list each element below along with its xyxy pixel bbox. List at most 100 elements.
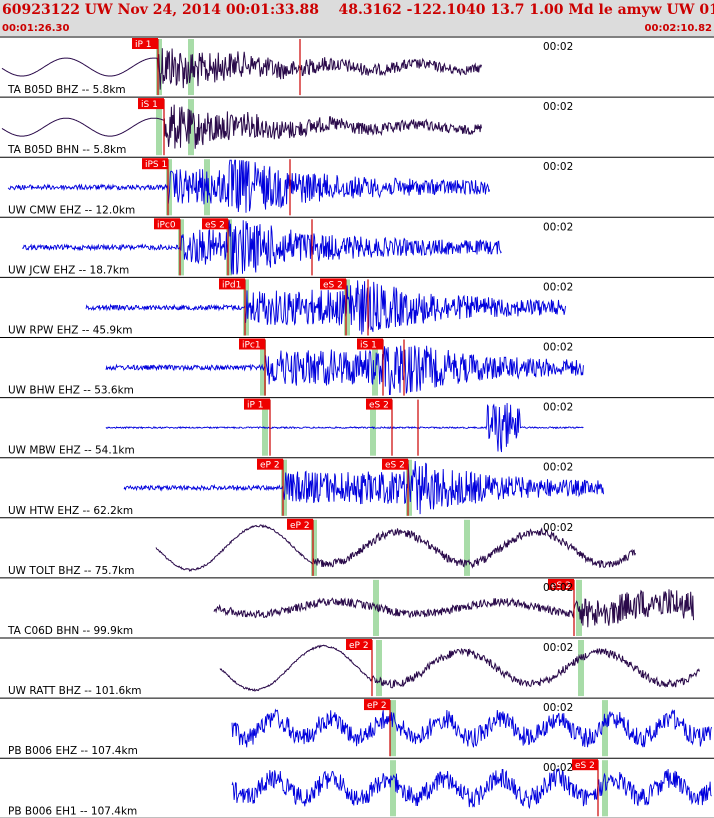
pick-label: eS 2 — [575, 761, 595, 771]
theoretical-arrival-marker — [188, 99, 194, 156]
theoretical-arrival-marker — [243, 279, 249, 336]
theoretical-arrival-marker — [602, 760, 608, 817]
time-tick-label: 00:02 — [543, 642, 573, 654]
theoretical-arrival-marker — [166, 159, 172, 216]
pick-label: iP 1 — [247, 401, 264, 411]
trace-row[interactable]: iS 1 TA B05D BHN -- 5.8km 00:02 — [0, 98, 714, 158]
trace-row[interactable]: iPd1 eS 2 UW RPW EHZ -- 45.9km 00:02 — [0, 278, 714, 338]
pick-label: eP 2 — [290, 521, 310, 531]
waveform — [155, 524, 636, 572]
trace-row[interactable]: iPc1 iS 1 UW BHW EHZ -- 53.6km 00:02 — [0, 338, 714, 399]
pick-label: eS 2 — [551, 581, 571, 591]
trace-row[interactable]: eS 2 PB B006 EH1 -- 107.4km 00:02 — [0, 759, 714, 818]
waveform — [105, 345, 584, 396]
station-label: UW TOLT BHZ -- 75.7km — [8, 565, 134, 577]
pick-flag[interactable] — [132, 38, 158, 49]
pick-flag[interactable] — [382, 458, 408, 470]
pick-flag[interactable] — [346, 639, 372, 650]
theoretical-arrival-marker — [311, 519, 317, 576]
time-tick-label: 00:02 — [543, 161, 573, 173]
pick-flag[interactable] — [138, 98, 164, 110]
station-label: UW MBW EHZ -- 54.1km — [8, 445, 135, 457]
waveform — [7, 159, 491, 213]
pick-flag[interactable] — [257, 458, 283, 470]
theoretical-arrival-marker — [390, 700, 396, 757]
time-tick-label: 00:02 — [543, 342, 573, 354]
trace-row[interactable]: eP 2 PB B006 EHZ -- 107.4km 00:02 — [0, 699, 714, 759]
station-label: TA B05D BHZ -- 5.8km — [7, 84, 126, 96]
trace-row[interactable]: eS 2 TA C06D BHN -- 99.9km 00:02 — [0, 578, 714, 639]
theoretical-arrival-marker — [372, 339, 378, 396]
station-label: TA B05D BHN -- 5.8km — [7, 144, 126, 156]
pick-flag[interactable] — [572, 759, 598, 771]
window-start-time: 00:01:26.30 — [2, 23, 70, 34]
time-tick-label: 00:02 — [543, 522, 573, 534]
pick-label: iP 1 — [135, 40, 152, 50]
pick-flag[interactable] — [548, 578, 574, 590]
station-label: TA C06D BHN -- 99.9km — [7, 625, 133, 637]
pick-label: iPd1 — [222, 280, 241, 290]
trace-row[interactable]: iPS 1 UW CMW EHZ -- 12.0km 00:02 — [0, 158, 714, 218]
waveform — [21, 220, 502, 275]
pick-label: iPS 1 — [145, 160, 167, 170]
time-tick-label: 00:02 — [543, 402, 573, 414]
time-tick-label: 00:02 — [543, 221, 573, 233]
trace-row[interactable]: eP 2 eS 2 UW HTW EHZ -- 62.2km 00:02 — [0, 458, 714, 519]
pick-label: eS 2 — [323, 280, 343, 290]
trace-row[interactable]: eP 2 UW RATT BHZ -- 101.6km 00:02 — [0, 639, 714, 699]
waveform — [213, 589, 694, 628]
station-label: PB B006 EH1 -- 107.4km — [8, 805, 137, 817]
time-tick-label: 00:02 — [543, 101, 573, 113]
theoretical-arrival-marker — [578, 640, 584, 697]
pick-flag[interactable] — [239, 338, 265, 350]
theoretical-arrival-marker — [602, 700, 608, 757]
station-label: UW RPW EHZ -- 45.9km — [8, 325, 132, 337]
time-tick-label: 00:02 — [543, 582, 573, 594]
pick-flag[interactable] — [357, 338, 383, 350]
waveform — [123, 460, 604, 515]
trace-row[interactable]: iPc0 eS 2 UW JCW EHZ -- 18.7km 00:02 — [0, 218, 714, 278]
waveform — [85, 280, 566, 335]
station-label: UW BHW EHZ -- 53.6km — [8, 385, 134, 397]
event-title: 60923122 UW Nov 24, 2014 00:01:33.88 48.… — [2, 2, 714, 18]
pick-flag[interactable] — [366, 398, 392, 410]
trace-row[interactable]: iP 1 eS 2 UW MBW EHZ -- 54.1km 00:02 — [0, 398, 714, 459]
window-end-time: 00:02:10.82 — [644, 23, 712, 34]
time-tick-label: 00:02 — [543, 41, 573, 53]
pick-flag[interactable] — [287, 518, 313, 530]
pick-label: eS 2 — [385, 461, 405, 471]
theoretical-arrival-marker — [226, 219, 232, 276]
theoretical-arrival-marker — [344, 279, 350, 336]
pick-label: iPc0 — [157, 220, 176, 230]
waveform — [105, 402, 584, 453]
trace-row[interactable]: eP 2 UW TOLT BHZ -- 75.7km 00:02 — [0, 518, 714, 579]
time-tick-label: 00:02 — [543, 281, 573, 293]
pick-flag[interactable] — [142, 158, 168, 170]
station-label: UW RATT BHZ -- 101.6km — [8, 685, 142, 697]
pick-label: eP 2 — [349, 641, 369, 651]
pick-flag[interactable] — [364, 699, 390, 711]
pick-flag[interactable] — [244, 398, 270, 410]
theoretical-arrival-marker — [281, 459, 287, 516]
theoretical-arrival-marker — [156, 99, 162, 156]
pick-flag[interactable] — [320, 278, 346, 290]
waveform — [1, 104, 482, 149]
station-label: UW CMW EHZ -- 12.0km — [8, 204, 135, 216]
pick-label: eS 2 — [205, 220, 225, 230]
theoretical-arrival-marker — [406, 459, 412, 516]
pick-flag[interactable] — [219, 278, 245, 290]
theoretical-arrival-marker — [464, 519, 470, 576]
waveform — [1, 48, 482, 90]
time-tick-label: 00:02 — [543, 462, 573, 474]
pick-label: iS 1 — [141, 100, 158, 110]
trace-row[interactable]: iP 1 TA B05D BHZ -- 5.8km 00:02 — [0, 38, 714, 98]
event-header: 60923122 UW Nov 24, 2014 00:01:33.88 48.… — [0, 0, 714, 36]
pick-flag[interactable] — [154, 218, 180, 230]
time-tick-label: 00:02 — [543, 702, 573, 714]
waveform — [231, 708, 712, 748]
pick-label: iS 1 — [360, 341, 377, 351]
station-label: UW JCW EHZ -- 18.7km — [8, 264, 129, 276]
pick-flag[interactable] — [202, 218, 228, 230]
